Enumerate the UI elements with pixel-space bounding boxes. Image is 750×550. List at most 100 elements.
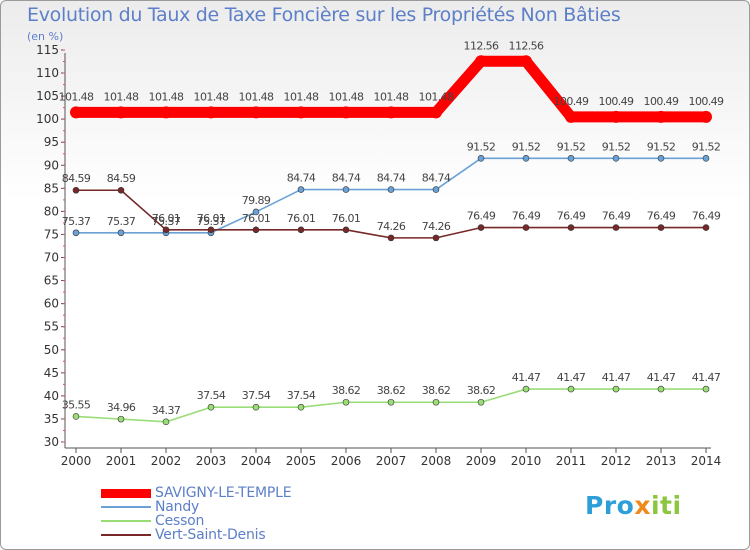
data-point — [387, 398, 395, 406]
x-tick-label: 2012 — [601, 454, 632, 468]
data-label: 38.62 — [467, 384, 496, 397]
data-point — [72, 413, 80, 420]
data-label: 38.62 — [377, 384, 406, 397]
data-label: 76.49 — [557, 210, 586, 223]
data-point — [522, 154, 530, 162]
data-label: 75.37 — [197, 215, 226, 228]
data-point — [117, 186, 125, 194]
data-label: 112.56 — [464, 39, 499, 52]
data-label: 101.48 — [419, 90, 454, 103]
data-point — [477, 154, 485, 162]
data-label: 38.62 — [332, 384, 361, 397]
data-label: 41.47 — [647, 371, 676, 384]
y-tick-label: 55 — [44, 320, 59, 334]
data-label: 34.37 — [152, 404, 181, 417]
data-label: 91.52 — [602, 140, 631, 153]
data-point — [432, 234, 440, 242]
data-label: 100.49 — [599, 95, 634, 108]
chart-title: Evolution du Taux de Taxe Foncière sur l… — [27, 4, 621, 26]
y-tick-label: 95 — [44, 135, 59, 149]
data-label: 37.54 — [242, 389, 271, 402]
data-label: 101.48 — [149, 90, 184, 103]
data-label: 38.62 — [422, 384, 451, 397]
y-tick-label: 100 — [36, 112, 59, 126]
data-label: 84.59 — [62, 172, 91, 185]
y-tick-label: 60 — [44, 297, 59, 311]
legend-label-cesson: Cesson — [155, 513, 205, 529]
data-point — [115, 106, 127, 119]
data-point — [72, 186, 80, 194]
data-label: 101.48 — [194, 90, 229, 103]
data-label: 91.52 — [467, 140, 496, 153]
data-label: 76.01 — [242, 212, 271, 225]
y-tick-label: 30 — [44, 435, 59, 449]
data-label: 41.47 — [602, 371, 631, 384]
x-tick-label: 2007 — [376, 454, 407, 468]
data-label: 34.96 — [107, 401, 136, 414]
legend-swatch-vert-saint-denis — [101, 534, 151, 536]
data-point — [340, 106, 352, 119]
data-point — [700, 110, 712, 123]
data-label: 84.74 — [332, 172, 361, 185]
y-tick-label: 35 — [44, 412, 59, 426]
data-point — [657, 224, 665, 231]
y-tick-label: 70 — [44, 251, 59, 265]
x-tick-label: 2002 — [151, 454, 182, 468]
data-label: 76.49 — [602, 210, 631, 223]
x-tick-label: 2000 — [61, 454, 92, 468]
data-label: 37.54 — [287, 389, 316, 402]
data-point — [567, 154, 575, 162]
y-tick-label: 45 — [44, 366, 59, 380]
data-label: 74.26 — [377, 220, 406, 233]
data-point — [252, 403, 260, 411]
x-tick-label: 2003 — [196, 454, 227, 468]
data-label: 41.47 — [692, 371, 721, 384]
data-point — [567, 385, 575, 393]
x-tick-label: 2004 — [241, 454, 272, 468]
data-point — [117, 415, 125, 423]
x-tick-label: 2009 — [466, 454, 497, 468]
data-label: 76.49 — [647, 210, 676, 223]
data-point — [430, 106, 442, 119]
data-point — [342, 398, 350, 406]
data-label: 101.48 — [284, 90, 319, 103]
y-tick-label: 110 — [36, 66, 59, 80]
data-point — [162, 226, 170, 234]
data-label: 101.48 — [104, 90, 139, 103]
legend-label-vert-saint-denis: Vert-Saint-Denis — [155, 527, 266, 543]
data-label: 76.49 — [512, 210, 541, 223]
data-label: 41.47 — [512, 371, 541, 384]
data-point — [657, 154, 665, 162]
data-point — [567, 224, 575, 231]
data-label: 91.52 — [647, 140, 676, 153]
data-label: 101.48 — [329, 90, 364, 103]
y-tick-label: 115 — [36, 43, 59, 57]
data-point — [207, 403, 215, 411]
data-label: 101.48 — [374, 90, 409, 103]
data-label: 84.74 — [287, 172, 316, 185]
data-label: 76.01 — [152, 212, 181, 225]
data-label: 91.52 — [557, 140, 586, 153]
data-point — [612, 154, 620, 162]
y-tick-label: 65 — [44, 274, 59, 288]
data-point — [522, 224, 530, 231]
data-label: 100.49 — [644, 95, 679, 108]
data-label: 84.74 — [422, 172, 451, 185]
data-label: 75.37 — [152, 215, 181, 228]
data-label: 91.52 — [692, 140, 721, 153]
data-point — [72, 229, 80, 237]
data-point — [387, 186, 395, 193]
data-point — [297, 186, 305, 193]
y-tick-label: 85 — [44, 181, 59, 195]
data-point — [250, 106, 262, 119]
data-label: 75.37 — [107, 215, 136, 228]
data-point — [565, 110, 577, 123]
data-point — [702, 385, 710, 393]
data-point — [475, 55, 487, 68]
data-point — [477, 398, 485, 406]
data-label: 79.89 — [242, 194, 271, 207]
x-tick-label: 2001 — [106, 454, 137, 468]
data-point — [207, 226, 215, 234]
data-point — [117, 229, 125, 237]
